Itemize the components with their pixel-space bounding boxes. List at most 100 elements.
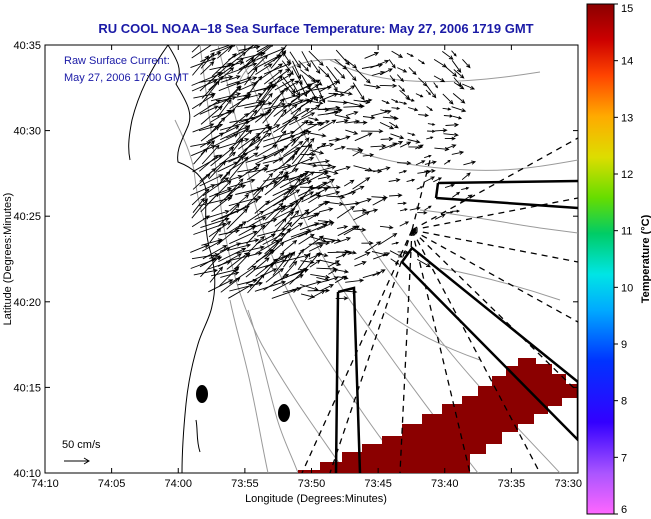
current-vector (398, 101, 408, 105)
current-vector (261, 196, 288, 213)
current-vector (399, 208, 408, 212)
current-vector (389, 121, 399, 129)
scale-arrow (64, 457, 90, 465)
current-vector (255, 125, 272, 149)
current-vector (210, 92, 242, 102)
current-vector (300, 83, 313, 91)
colorbar-label: Temperature (°C) (640, 214, 651, 303)
current-vector (309, 259, 321, 268)
current-vector (193, 222, 227, 235)
current-vector (229, 137, 244, 156)
current-vector (327, 260, 340, 268)
current-vector (444, 183, 455, 189)
current-vector (245, 167, 269, 174)
colorbar-tick-label: 9 (621, 339, 627, 351)
current-vector (336, 206, 356, 219)
current-vector (343, 104, 365, 109)
current-vector (460, 194, 473, 203)
current-vector (445, 122, 460, 128)
current-vector (272, 185, 295, 197)
current-vector (220, 60, 245, 69)
current-vector (211, 209, 241, 223)
current-vector (434, 214, 446, 220)
current-vector (202, 240, 223, 252)
current-vector (228, 283, 254, 299)
current-vector (453, 82, 465, 90)
colorbar-tick-label: 7 (621, 452, 627, 464)
current-vector (191, 198, 209, 219)
current-vector (336, 119, 349, 124)
current-vector (334, 165, 351, 172)
current-vector (219, 182, 244, 204)
current-vector (262, 204, 286, 230)
current-vector (353, 208, 367, 213)
current-vector (352, 177, 371, 190)
current-vector (262, 45, 274, 54)
current-vector (418, 113, 430, 118)
current-vector (263, 135, 296, 148)
current-vector (453, 77, 462, 87)
current-vector (192, 123, 215, 133)
current-vector (442, 93, 454, 105)
current-vector (434, 128, 448, 133)
y-tick-label: 40:35 (13, 40, 41, 52)
current-vector (253, 92, 273, 117)
current-vector (271, 221, 293, 244)
current-vector (299, 82, 307, 98)
current-vector (425, 89, 431, 96)
current-vector (281, 231, 310, 244)
current-vector (343, 179, 355, 187)
current-vector (415, 160, 426, 166)
current-vector (391, 241, 400, 245)
current-vector (208, 160, 227, 180)
current-vector (200, 105, 223, 125)
colorbar-ticks: 15 14 13 12 11 10 9 8 7 6 (614, 3, 633, 516)
current-vector (354, 251, 371, 260)
current-vector (200, 255, 221, 278)
radar-sector-boxes (334, 179, 578, 473)
current-vector (288, 248, 305, 268)
current-vector (343, 66, 357, 82)
current-vector (463, 160, 477, 166)
current-vector (225, 112, 250, 132)
current-vector (345, 278, 365, 283)
current-vector (218, 137, 250, 149)
current-vector (264, 175, 290, 196)
current-vector (226, 252, 249, 270)
colorbar (586, 3, 615, 515)
current-vector (198, 123, 224, 132)
current-vector (298, 233, 315, 245)
current-vector (361, 98, 373, 103)
current-vector (255, 233, 276, 245)
current-vector (228, 45, 257, 61)
current-vector (218, 247, 247, 263)
current-vector (198, 80, 220, 107)
current-vector (324, 169, 339, 175)
current-vector (193, 99, 221, 118)
current-vector (335, 296, 349, 301)
current-vector (318, 165, 337, 172)
current-vector (345, 250, 357, 255)
y-tick-label: 40:25 (13, 211, 41, 223)
current-vector (246, 99, 266, 117)
current-vector (424, 154, 432, 159)
current-vector (247, 248, 273, 271)
current-vector (229, 194, 250, 212)
current-vector (246, 164, 270, 181)
current-vector (292, 82, 301, 97)
current-vector (301, 99, 324, 105)
current-vector (228, 195, 263, 207)
current-vector (246, 224, 266, 244)
current-vector (298, 60, 310, 72)
current-vector (199, 71, 222, 92)
current-vector (310, 59, 321, 75)
colorbar-tick-label: 11 (621, 226, 632, 238)
current-vector (354, 132, 373, 142)
x-tick-label: 74:10 (31, 478, 59, 490)
current-vector (246, 216, 267, 229)
current-vector (273, 138, 297, 157)
current-vector (317, 163, 333, 168)
current-vector (220, 75, 241, 83)
current-vector (245, 155, 268, 163)
current-vector (343, 225, 360, 236)
